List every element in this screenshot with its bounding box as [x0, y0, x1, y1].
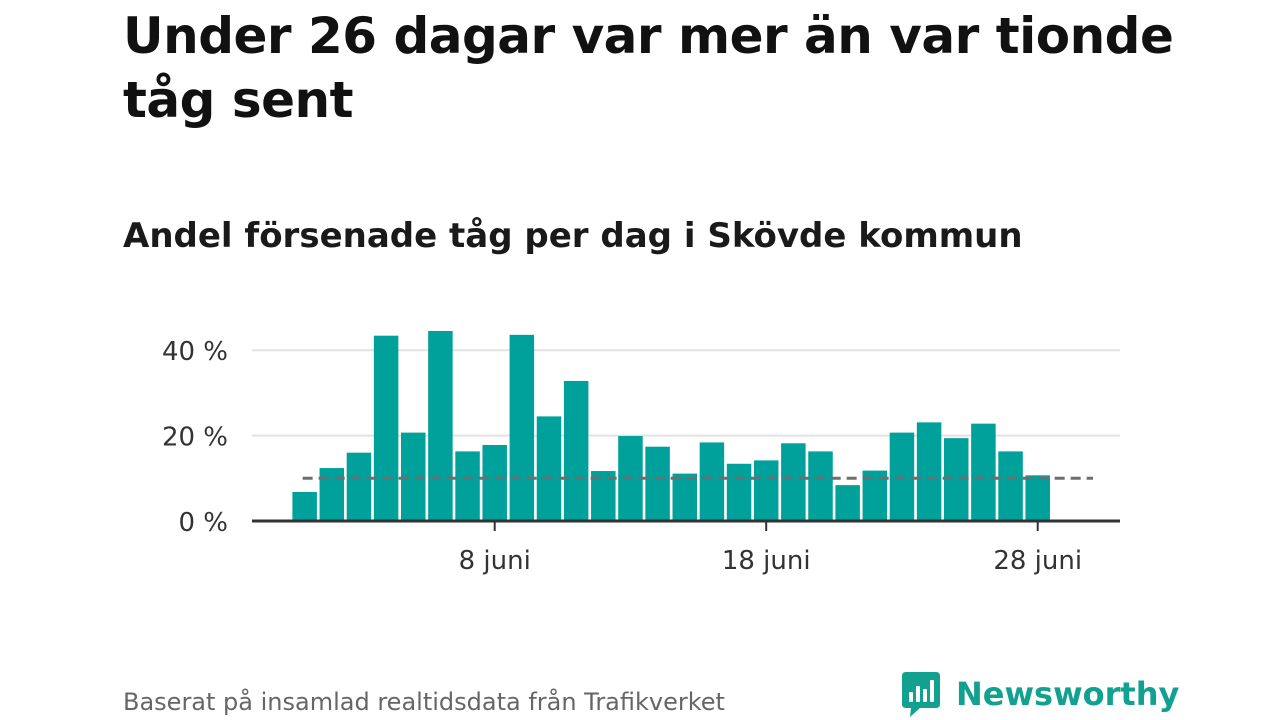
bar-chart: 0 % 20 % 40 % 8 juni 18 juni 28 juni: [162, 330, 1120, 576]
bar: [808, 451, 833, 521]
bar: [292, 491, 317, 521]
axes: 0 % 20 % 40 % 8 juni 18 juni 28 juni: [162, 337, 1120, 576]
brand[interactable]: Newsworthy: [900, 670, 1179, 718]
bar: [1025, 475, 1050, 521]
bar: [726, 463, 752, 521]
bar: [536, 416, 562, 521]
bar: [455, 451, 480, 521]
bar: [753, 460, 779, 521]
newsworthy-logo-icon: [902, 672, 940, 717]
x-tick-label: 18 juni: [722, 546, 811, 576]
bar: [563, 380, 589, 521]
chart-title: Under 26 dagar var mer än var tionde tåg…: [123, 7, 1174, 129]
x-tick-label: 28 juni: [993, 546, 1082, 576]
bar: [319, 468, 345, 521]
bar: [672, 473, 697, 521]
bar: [835, 485, 860, 521]
bar: [998, 451, 1023, 521]
chart-subtitle: Andel försenade tåg per dag i Skövde kom…: [123, 216, 1023, 256]
y-tick-label: 0 %: [178, 508, 228, 538]
bar: [346, 452, 372, 521]
bar: [916, 422, 942, 521]
bar: [509, 334, 535, 521]
bar: [373, 335, 399, 521]
source-note: Baserat på insamlad realtidsdata från Tr…: [123, 688, 725, 716]
bar: [699, 442, 725, 521]
y-tick-label: 40 %: [162, 337, 228, 367]
bar: [428, 330, 453, 521]
y-tick-label: 20 %: [162, 423, 228, 453]
bar: [781, 443, 806, 521]
brand-name: Newsworthy: [956, 675, 1180, 713]
bars: [292, 330, 1050, 521]
x-tick-label: 8 juni: [459, 546, 531, 576]
bar: [482, 444, 507, 521]
bar: [645, 446, 670, 521]
bar: [971, 423, 996, 521]
